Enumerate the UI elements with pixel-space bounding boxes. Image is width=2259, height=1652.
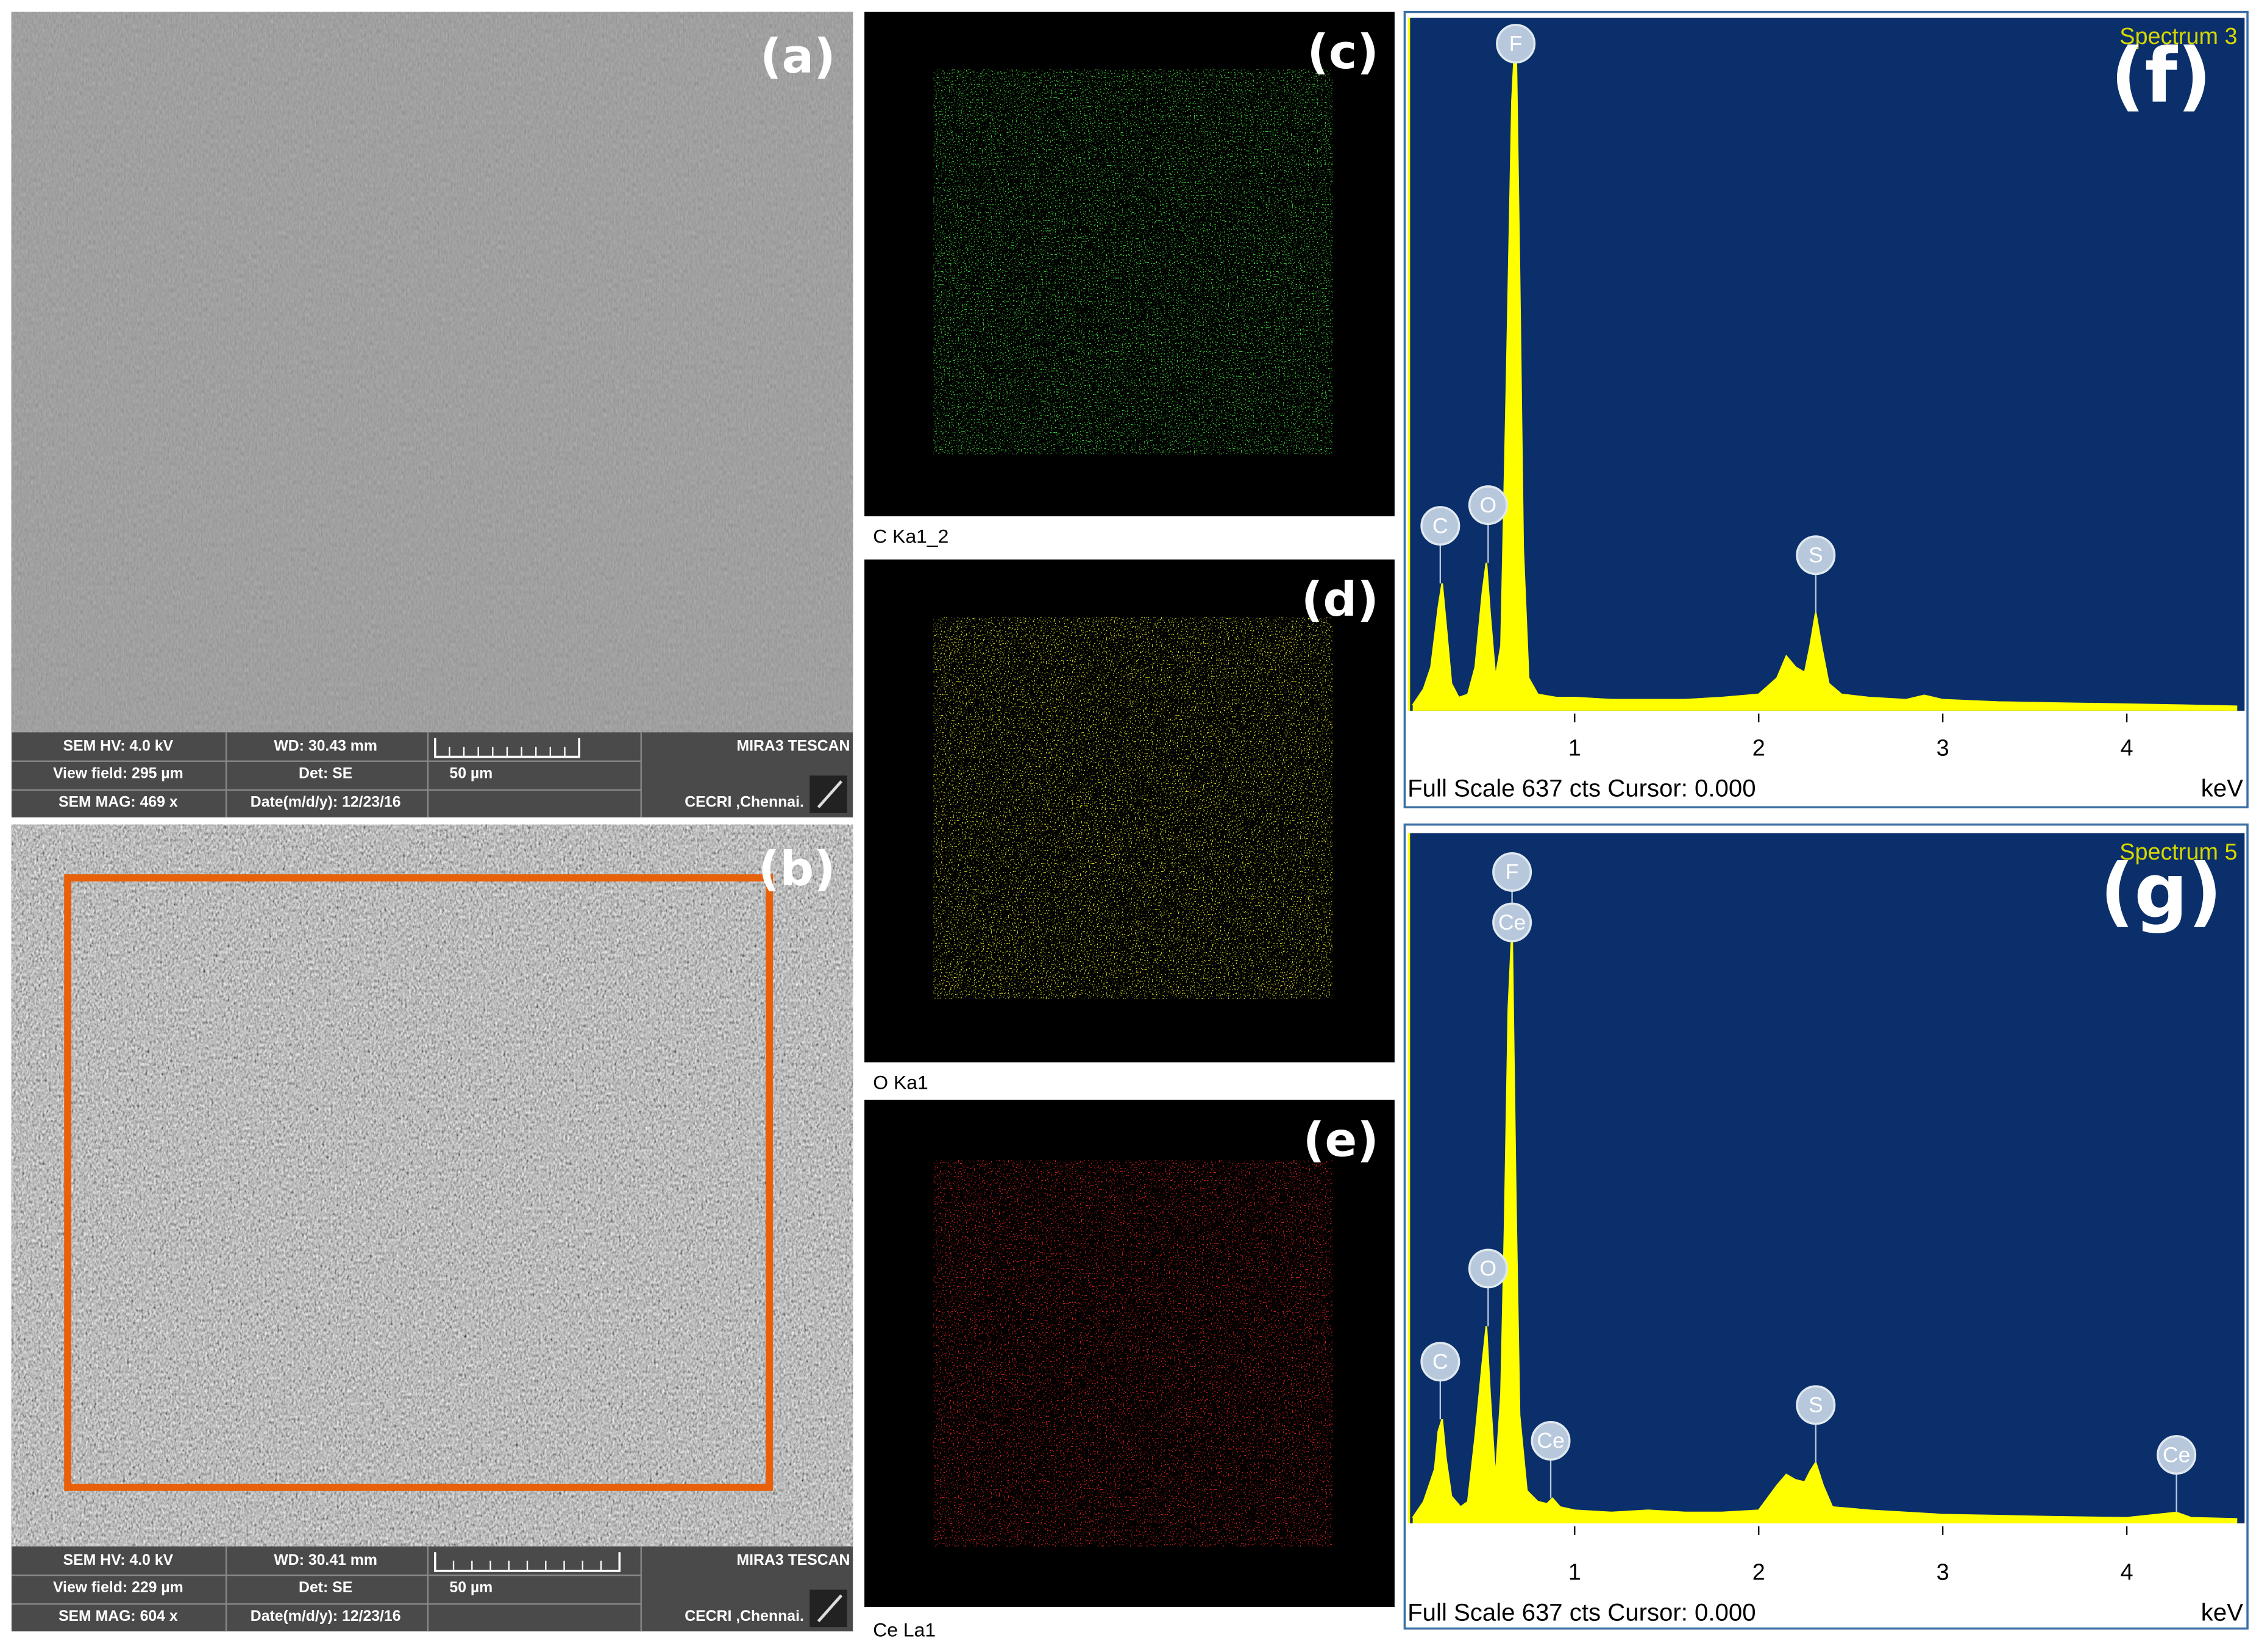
annotation-marker xyxy=(1468,1248,1508,1289)
logo-mark xyxy=(817,1594,843,1623)
element-map xyxy=(933,69,1333,455)
panel-label: (f) xyxy=(2110,32,2211,119)
panel-label: (d) xyxy=(1301,572,1379,627)
sem-detector: Det: SE xyxy=(299,1579,352,1596)
annotation-label: F xyxy=(1506,860,1519,884)
info-bar xyxy=(11,732,853,817)
spectrum-footer: Full Scale 637 cts Cursor: 0.000 xyxy=(1407,1598,1756,1626)
x-tick-label: 4 xyxy=(2121,1560,2133,1586)
annotation-label: Ce xyxy=(1537,1428,1564,1453)
annotation-marker xyxy=(1492,852,1532,892)
panel-label: (a) xyxy=(760,29,836,84)
sem-brand: MIRA3 TESCAN xyxy=(736,1552,850,1568)
annotation-label: C xyxy=(1432,1350,1448,1374)
sem-hv: SEM HV: 4.0 kV xyxy=(63,738,174,755)
x-tick-label: 3 xyxy=(1937,736,1949,761)
x-tick-label: 4 xyxy=(2121,736,2133,761)
annotation-marker xyxy=(1468,485,1508,525)
annotation-label: Ce xyxy=(1498,910,1526,935)
x-tick-label: 1 xyxy=(1568,736,1581,761)
element-map xyxy=(933,617,1333,999)
annotation-label: S xyxy=(1809,543,1823,567)
sem-view-field: View field: 229 µm xyxy=(53,1579,183,1596)
map-caption: O Ka1 xyxy=(873,1071,928,1093)
sem-view-field: View field: 295 µm xyxy=(53,765,183,781)
sem-wd: WD: 30.43 mm xyxy=(274,738,377,755)
annotation-marker xyxy=(2157,1435,2197,1475)
sem-hv: SEM HV: 4.0 kV xyxy=(63,1552,174,1568)
sem-mag: SEM MAG: 469 x xyxy=(59,794,178,811)
plot-area xyxy=(1409,18,2245,711)
sem-site: CECRI ,Chennai. xyxy=(685,1608,804,1625)
spectrum-footer: Full Scale 637 cts Cursor: 0.000 xyxy=(1407,775,1756,802)
x-axis-label: keV xyxy=(2201,1598,2243,1626)
sem-mag: SEM MAG: 604 x xyxy=(59,1608,178,1625)
x-tick-label: 1 xyxy=(1568,1560,1581,1586)
spectrum-line xyxy=(1412,929,2238,1520)
sem-date: Date(m/d/y): 12/23/16 xyxy=(251,794,401,811)
x-tick-label: 2 xyxy=(1752,1560,1765,1586)
sem-image xyxy=(11,824,853,1547)
annotation-label: S xyxy=(1809,1393,1823,1417)
annotation-marker xyxy=(1531,1421,1571,1461)
sem-wd: WD: 30.41 mm xyxy=(274,1552,377,1568)
sem-scale: 50 µm xyxy=(449,1579,493,1596)
sem-image xyxy=(11,12,853,733)
annotation-label: F xyxy=(1509,31,1523,55)
map-caption: C Ka1_2 xyxy=(873,525,948,547)
panel-label: (e) xyxy=(1303,1113,1379,1167)
annotation-marker xyxy=(1796,535,1836,575)
element-map xyxy=(933,1160,1333,1547)
spectrum-title: Spectrum 5 xyxy=(2119,839,2237,865)
panel-label: (c) xyxy=(1307,25,1379,80)
annotation-marker xyxy=(1496,24,1536,64)
logo-mark xyxy=(817,780,843,808)
region-box xyxy=(64,874,774,1491)
panel-label: (g) xyxy=(2100,847,2222,935)
sem-scale: 50 µm xyxy=(449,765,493,781)
sem-brand: MIRA3 TESCAN xyxy=(736,738,850,755)
annotation-label: Ce xyxy=(2163,1442,2190,1467)
info-bar xyxy=(11,1546,853,1632)
spectrum-line xyxy=(1412,25,2238,708)
panel-label: (b) xyxy=(758,842,836,897)
annotation-marker xyxy=(1420,1342,1460,1382)
x-axis-label: keV xyxy=(2201,775,2243,802)
annotation-label: O xyxy=(1480,1256,1497,1281)
annotation-marker xyxy=(1796,1385,1836,1425)
annotation-label: O xyxy=(1480,493,1497,517)
sem-site: CECRI ,Chennai. xyxy=(685,794,804,811)
sem-detector: Det: SE xyxy=(299,765,352,781)
annotation-label: C xyxy=(1432,513,1448,538)
spectrum-title: Spectrum 3 xyxy=(2119,24,2237,49)
annotation-marker xyxy=(1492,902,1532,942)
map-caption: Ce La1 xyxy=(873,1619,936,1641)
x-tick-label: 2 xyxy=(1752,736,1765,761)
annotation-marker xyxy=(1420,506,1460,546)
sem-date: Date(m/d/y): 12/23/16 xyxy=(251,1608,401,1625)
x-tick-label: 3 xyxy=(1937,1560,1949,1586)
